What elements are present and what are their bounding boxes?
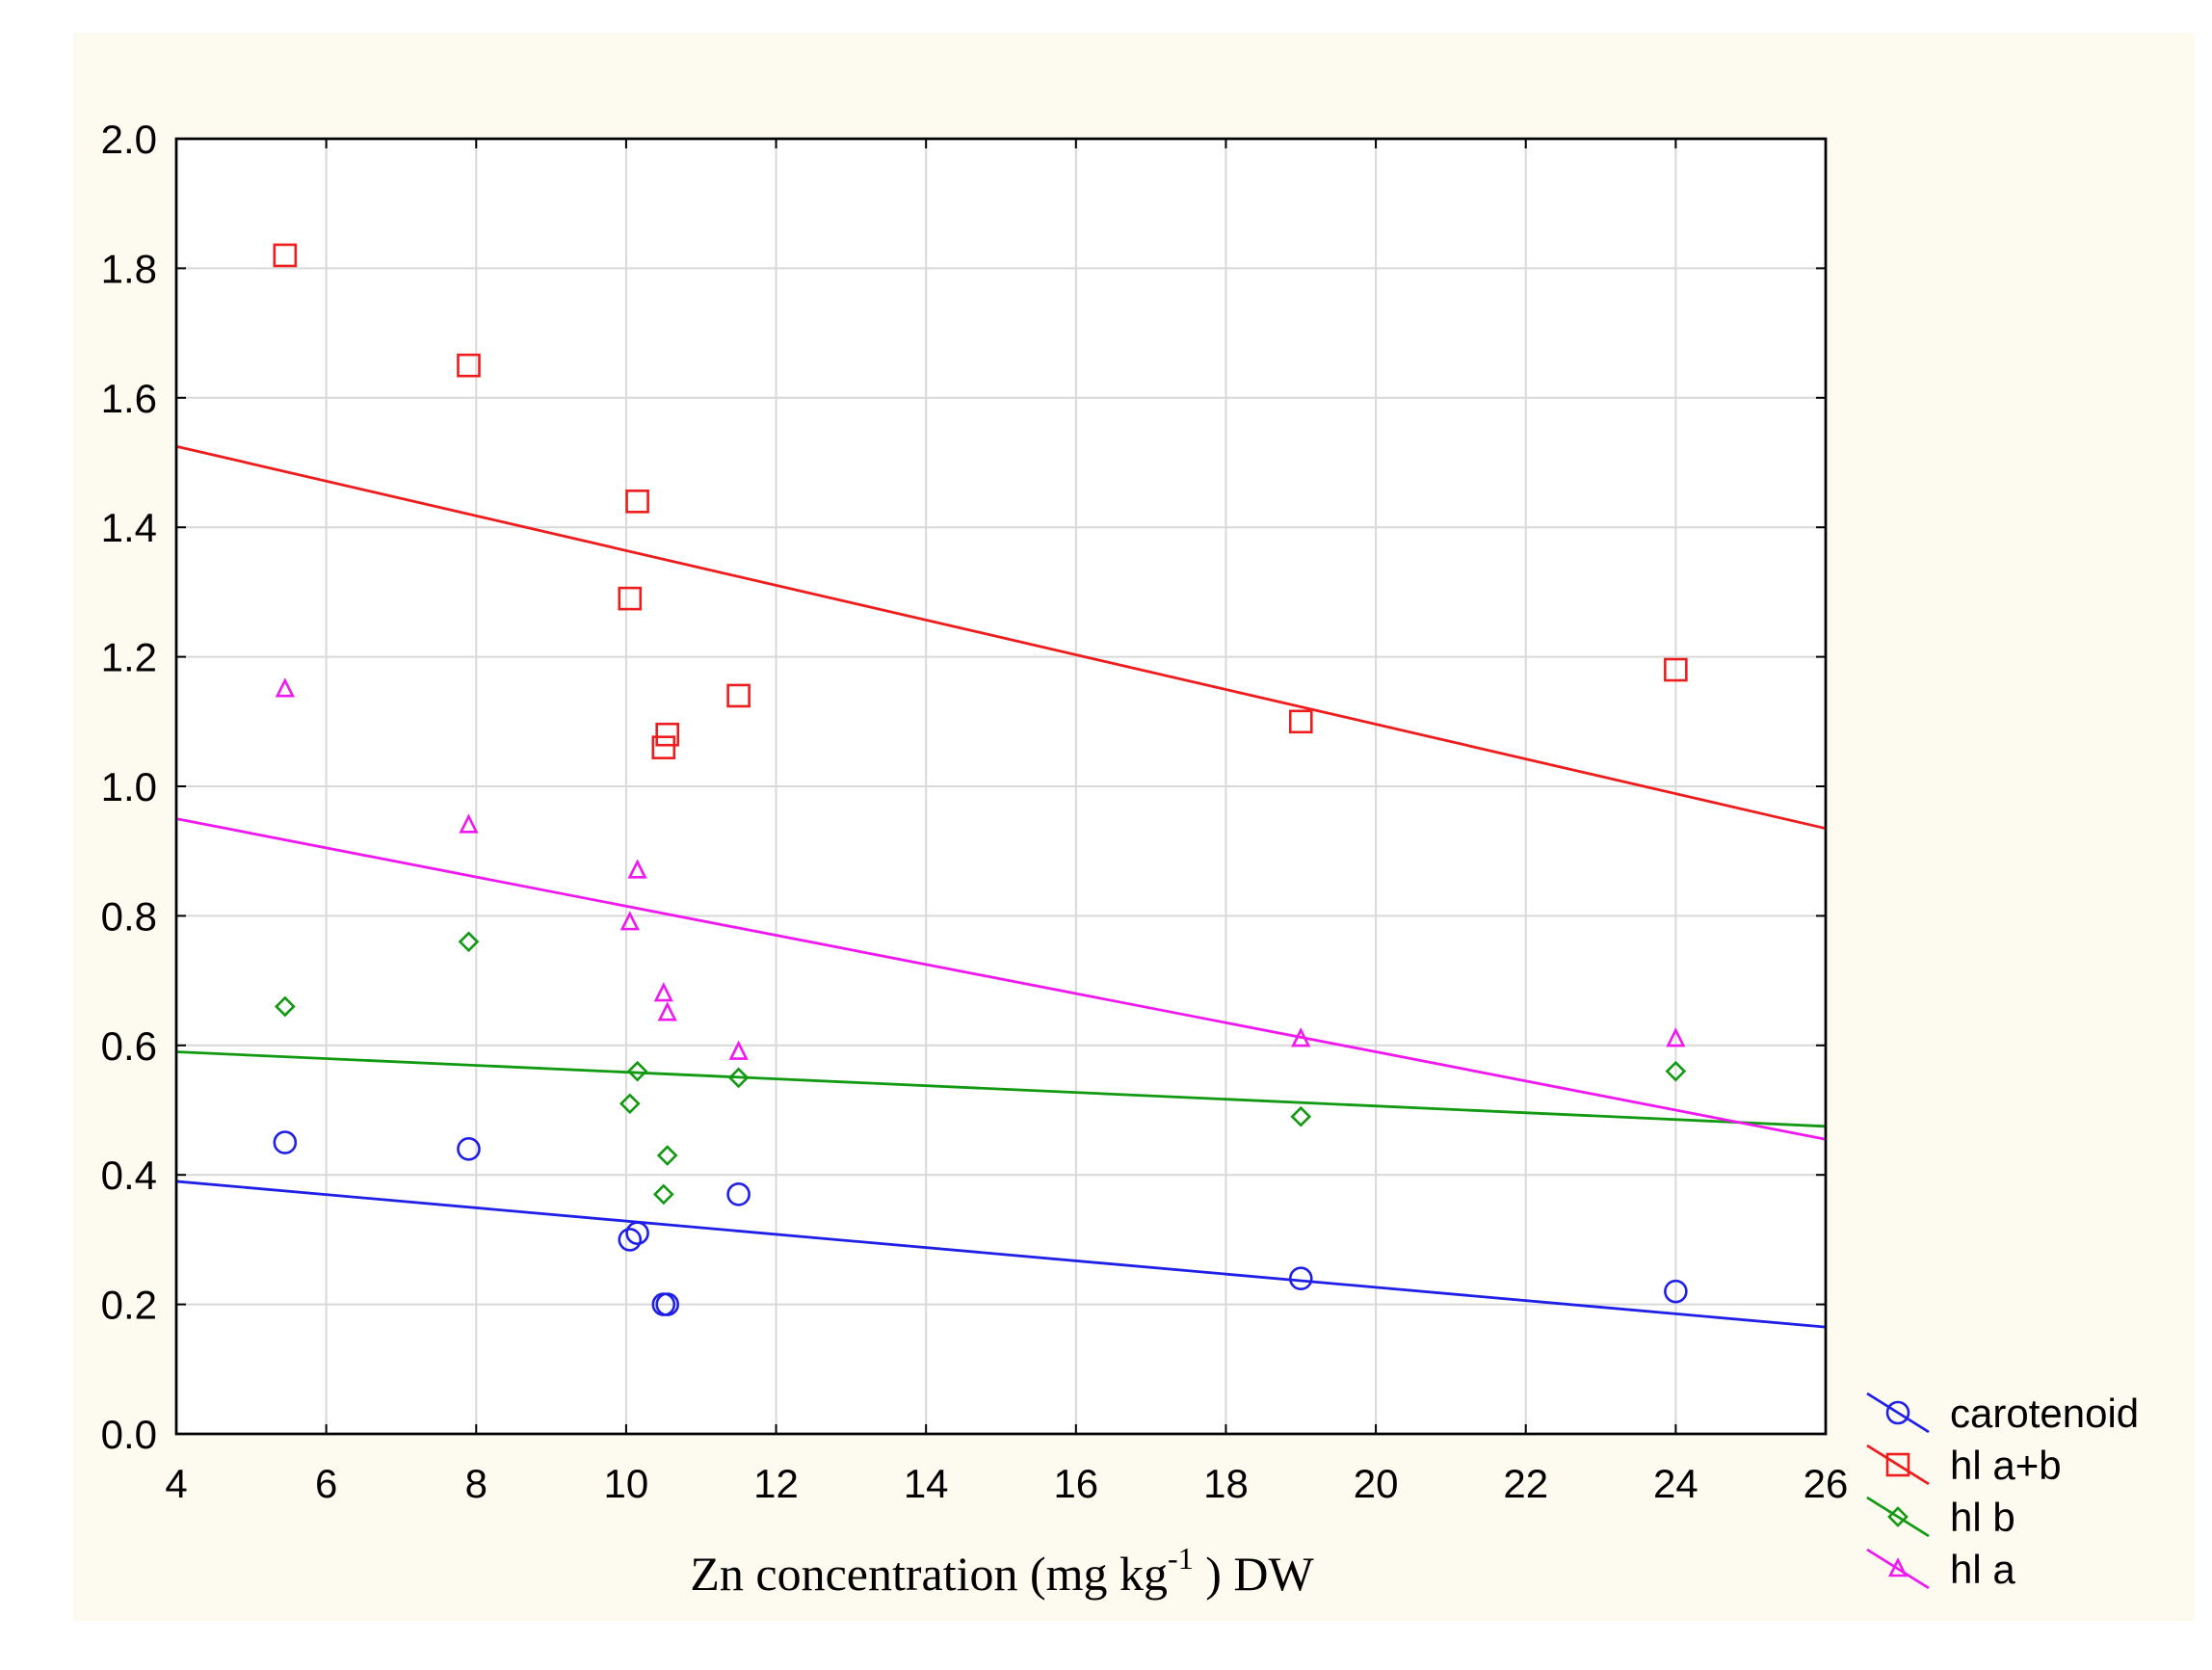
legend-line-hl-a	[1866, 1548, 1930, 1590]
x-tick-label: 14	[904, 1461, 949, 1506]
point-hl-b	[1290, 1105, 1312, 1127]
y-tick-label: 1.4	[101, 505, 157, 550]
regression-lines	[175, 444, 1827, 1329]
point-hl-a-b	[625, 490, 649, 514]
fit-line-hl-a	[175, 817, 1827, 1141]
point-hl-a	[1666, 1027, 1686, 1047]
point-hl-a-b	[457, 353, 481, 378]
x-tick-label: 16	[1053, 1461, 1098, 1506]
point-hl-b	[274, 995, 296, 1018]
point-hl-a	[275, 677, 295, 698]
x-axis-label-suffix: ) DW	[1194, 1547, 1315, 1601]
y-axis-tick-labels: 0.0 0.2 0.4 0.6 0.8 1.0 1.2 1.4 1.6 1.8 2.0	[101, 117, 157, 1457]
point-hl-a-b	[651, 735, 676, 759]
legend-marker-carotenoid	[1885, 1400, 1910, 1425]
fit-line-hl-b	[175, 1050, 1827, 1128]
point-carotenoid	[457, 1137, 481, 1161]
x-tick-label: 24	[1653, 1461, 1698, 1506]
point-hl-b	[727, 1067, 750, 1089]
legend-line-carotenoid	[1866, 1392, 1930, 1434]
point-carotenoid	[618, 1228, 643, 1252]
y-tick-label: 0.4	[101, 1153, 157, 1198]
point-hl-a-b	[1664, 657, 1688, 682]
point-carotenoid	[625, 1221, 649, 1245]
legend: carotenoid hl a+b hl b hl a	[1866, 1391, 2139, 1592]
x-tick-label: 8	[465, 1461, 487, 1506]
y-tick-label: 0.6	[101, 1023, 157, 1069]
data-points	[273, 243, 1688, 1316]
point-carotenoid	[273, 1130, 298, 1154]
legend-marker-hl-b	[1887, 1506, 1909, 1527]
point-hl-a	[728, 1040, 749, 1060]
x-tick-label: 18	[1203, 1461, 1249, 1506]
legend-label-carotenoid: carotenoid	[1950, 1391, 2139, 1436]
point-hl-b	[626, 1060, 648, 1082]
legend-line-hl-a-b	[1866, 1444, 1930, 1486]
point-hl-a	[657, 1001, 677, 1021]
point-hl-a-b	[273, 243, 298, 268]
legend-marker-hl-a-b	[1885, 1452, 1910, 1477]
x-tick-label: 26	[1804, 1461, 1849, 1506]
point-hl-a-b	[726, 683, 750, 708]
legend-marker-hl-a	[1887, 1557, 1909, 1577]
x-tick-label: 4	[165, 1461, 187, 1506]
legend-label-hl-a-b: hl a+b	[1950, 1443, 2062, 1488]
x-axis-tick-labels: 4 6 8 10 12 14 16 18 20 22 24 26	[165, 1461, 1848, 1506]
point-hl-a	[1291, 1027, 1311, 1047]
point-hl-a-b	[618, 586, 643, 611]
x-tick-label: 22	[1503, 1461, 1548, 1506]
legend-label-hl-a: hl a	[1950, 1547, 2015, 1592]
point-hl-a-b	[1288, 709, 1313, 734]
fit-line-carotenoid	[175, 1180, 1827, 1329]
y-tick-label: 1.8	[101, 246, 157, 291]
legend-item-carotenoid: carotenoid	[1866, 1391, 2139, 1436]
point-hl-a	[459, 813, 479, 834]
y-tick-label: 1.0	[101, 764, 157, 809]
x-tick-label: 6	[315, 1461, 337, 1506]
x-tick-label: 10	[604, 1461, 649, 1506]
legend-item-hl-a: hl a	[1866, 1547, 2015, 1592]
point-hl-b	[652, 1183, 674, 1206]
point-carotenoid	[1664, 1279, 1688, 1304]
x-tick-label: 12	[753, 1461, 799, 1506]
x-axis-label-superscript: -1	[1168, 1541, 1194, 1576]
point-hl-b	[458, 931, 480, 953]
gridlines	[176, 139, 1826, 1434]
y-tick-label: 2.0	[101, 117, 157, 162]
x-axis-label-main: Zn concentration (mg kg	[690, 1547, 1168, 1601]
y-tick-label: 1.6	[101, 376, 157, 421]
point-hl-a-b	[655, 722, 680, 747]
y-tick-label: 0.8	[101, 893, 157, 939]
fit-line-hl-a-b	[175, 444, 1827, 831]
x-tick-label: 20	[1354, 1461, 1399, 1506]
point-carotenoid	[1288, 1266, 1313, 1291]
point-carotenoid	[726, 1182, 750, 1206]
y-tick-label: 0.2	[101, 1283, 157, 1328]
point-hl-a	[653, 982, 673, 1002]
point-hl-b	[1665, 1060, 1687, 1082]
legend-item-hl-a-b: hl a+b	[1866, 1443, 2062, 1488]
point-hl-b	[656, 1145, 678, 1166]
point-hl-a	[619, 911, 640, 931]
y-tick-label: 0.0	[101, 1412, 157, 1457]
x-axis-label: Zn concentration (mg kg-1 ) DW	[690, 1541, 1314, 1601]
legend-item-hl-b: hl b	[1866, 1495, 2015, 1540]
plot-frame	[174, 137, 1828, 1436]
y-tick-label: 1.2	[101, 635, 157, 680]
point-carotenoid	[655, 1292, 680, 1316]
legend-label-hl-b: hl b	[1950, 1495, 2015, 1540]
legend-line-hl-b	[1866, 1496, 1930, 1538]
point-hl-b	[619, 1093, 641, 1115]
point-hl-a	[627, 859, 647, 879]
